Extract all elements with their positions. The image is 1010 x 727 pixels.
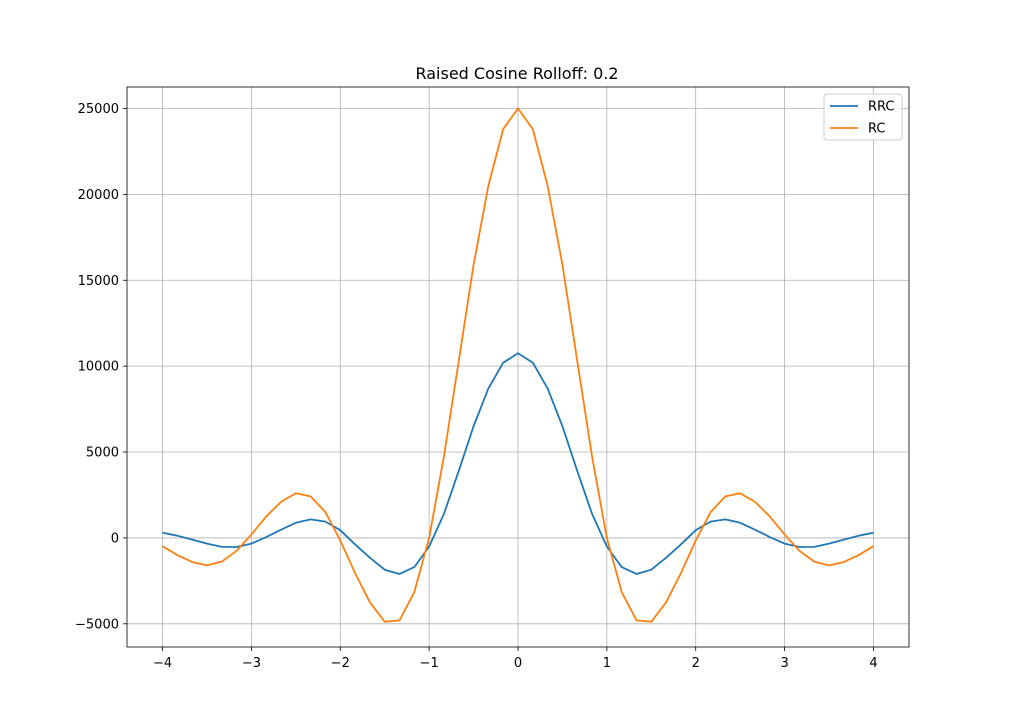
x-tick-label: 1	[603, 656, 611, 671]
axes: −4 −3 −2 −1 0 1 2 3 4 −5000 0 5000 10000 15000 20000 25…	[75, 86, 910, 671]
x-tick-label: 0	[514, 656, 522, 671]
y-tick-label: 20000	[78, 188, 119, 203]
x-tick-label: 3	[780, 656, 788, 671]
grid	[127, 87, 909, 647]
x-tick-label: 4	[869, 656, 877, 671]
x-tick-label: 2	[692, 656, 700, 671]
legend-label-rc: RC	[868, 122, 885, 137]
x-tick-label: −4	[153, 656, 172, 671]
series-lines	[162, 107, 874, 623]
x-tick-label: −3	[242, 656, 261, 671]
chart-title: Raised Cosine Rolloff: 0.2	[415, 64, 618, 83]
x-tick-label: −2	[331, 656, 350, 671]
y-tick-label: 10000	[78, 360, 119, 375]
series-line-rrc	[162, 352, 874, 575]
y-tick-label: 5000	[86, 446, 119, 461]
y-tick-label: 0	[111, 531, 119, 546]
legend: RRC RC	[823, 93, 903, 141]
series-line-rc	[162, 107, 874, 623]
y-tick-label: 15000	[78, 274, 119, 289]
y-tick-label: −5000	[75, 617, 119, 632]
plot-frame	[126, 86, 910, 648]
y-tick-label: 25000	[78, 102, 119, 117]
legend-label-rrc: RRC	[868, 100, 895, 115]
x-tick-label: −1	[420, 656, 439, 671]
